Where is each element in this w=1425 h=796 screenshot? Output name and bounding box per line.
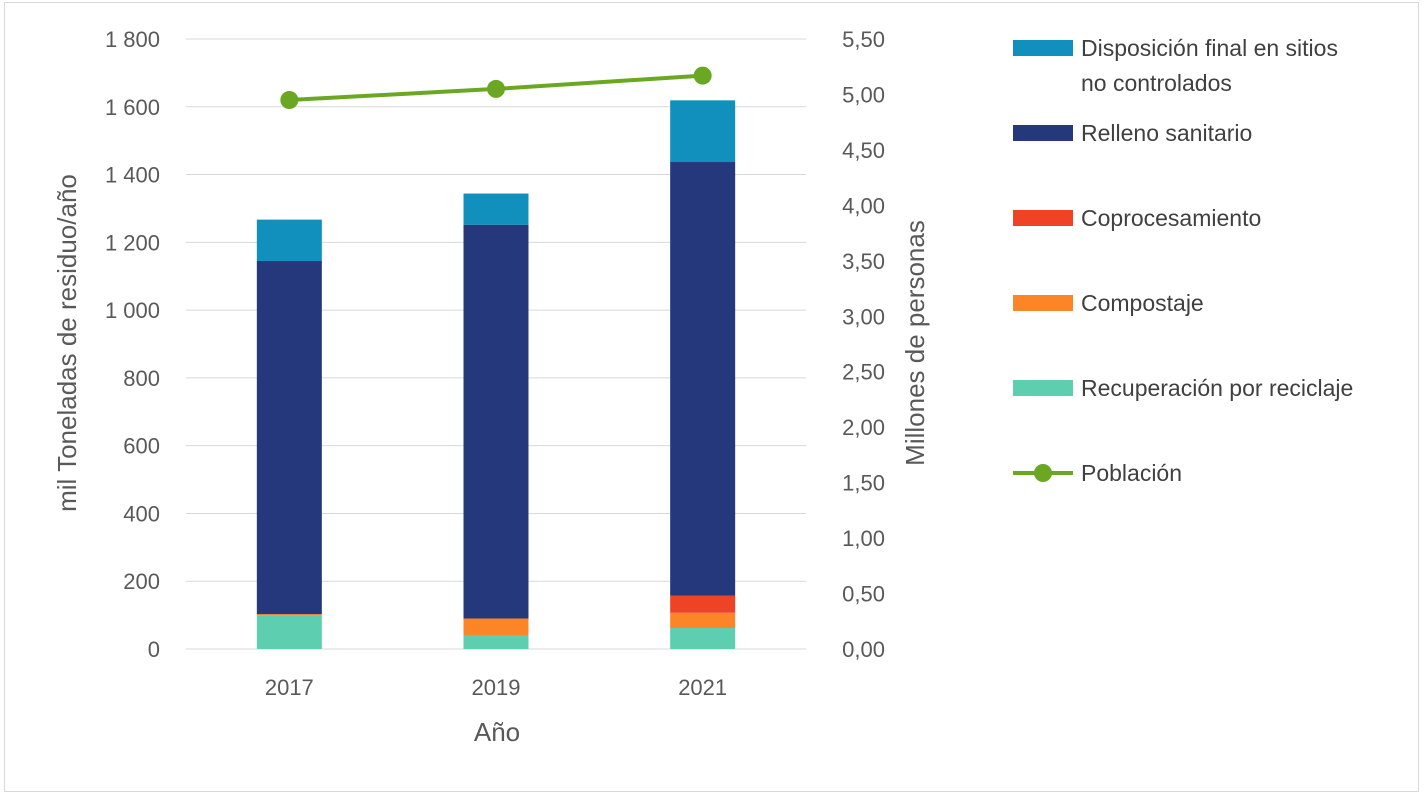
bar-segment [463, 635, 529, 649]
left-axis-ticks: 0 200 400 600 800 1 000 1 200 1 400 1 600 1 800 [105, 27, 160, 662]
bar-segment [670, 100, 736, 163]
bar-segment [256, 615, 322, 649]
legend-label: no controlados [1081, 70, 1232, 96]
legend-swatch [1013, 295, 1073, 311]
x-axis-ticks: 2017 2019 2021 [265, 675, 727, 700]
bar-segment [670, 627, 736, 649]
left-tick-label: 400 [123, 501, 160, 526]
right-tick-label: 4,50 [842, 138, 885, 163]
x-tick-label: 2019 [472, 675, 521, 700]
left-tick-label: 600 [123, 434, 160, 459]
bar-segment [463, 224, 529, 619]
legend-swatch [1013, 380, 1073, 396]
legend-swatch [1013, 210, 1073, 226]
right-tick-label: 3,00 [842, 304, 885, 329]
left-tick-label: 200 [123, 569, 160, 594]
population-point [693, 66, 712, 85]
population-line [280, 66, 712, 109]
right-tick-label: 1,50 [842, 471, 885, 496]
legend-swatch [1013, 125, 1073, 141]
left-tick-label: 1 600 [105, 95, 160, 120]
bar-segment [670, 162, 736, 596]
x-tick-label: 2017 [265, 675, 314, 700]
legend-swatch [1013, 40, 1073, 56]
right-axis-title: Millones de personas [900, 220, 930, 466]
legend-label: Disposición final en sitios [1081, 35, 1338, 61]
right-tick-label: 2,50 [842, 360, 885, 385]
left-tick-label: 1 400 [105, 163, 160, 188]
legend-label: Población [1081, 460, 1182, 486]
bar-segment [463, 193, 529, 225]
x-tick-label: 2021 [678, 675, 727, 700]
right-tick-label: 1,00 [842, 526, 885, 551]
left-tick-label: 1 800 [105, 27, 160, 52]
bar-segment [670, 595, 736, 613]
bar-segment [670, 612, 736, 628]
left-axis-title: mil Toneladas de residuo/año [52, 174, 82, 512]
bar-segment [256, 260, 322, 615]
left-tick-label: 0 [148, 637, 160, 662]
left-tick-label: 800 [123, 366, 160, 391]
right-tick-label: 4,00 [842, 193, 885, 218]
right-axis-ticks: 0,00 0,50 1,00 1,50 2,00 2,50 3,00 3,50 4,00 4,50… [842, 27, 885, 662]
legend-label: Coprocesamiento [1081, 205, 1261, 231]
x-axis-title: Año [474, 717, 520, 747]
bar-segment [463, 618, 529, 636]
population-point [280, 91, 299, 109]
right-tick-label: 0,00 [842, 637, 885, 662]
legend-label: Compostaje [1081, 290, 1204, 316]
left-tick-label: 1 200 [105, 230, 160, 255]
legend-label: Relleno sanitario [1081, 120, 1252, 146]
right-tick-label: 0,50 [842, 582, 885, 607]
legend-marker [1034, 464, 1052, 482]
right-tick-label: 2,00 [842, 415, 885, 440]
bar-stacks [256, 100, 736, 649]
legend: Disposición final en sitios no controlado… [1013, 35, 1353, 486]
left-tick-label: 1 000 [105, 298, 160, 323]
right-tick-label: 3,50 [842, 249, 885, 274]
right-tick-label: 5,50 [842, 27, 885, 52]
right-tick-label: 5,00 [842, 82, 885, 107]
bar-segment [256, 614, 322, 616]
population-point [487, 79, 505, 98]
bar-segment [256, 219, 322, 261]
legend-label: Recuperación por reciclaje [1081, 375, 1353, 401]
